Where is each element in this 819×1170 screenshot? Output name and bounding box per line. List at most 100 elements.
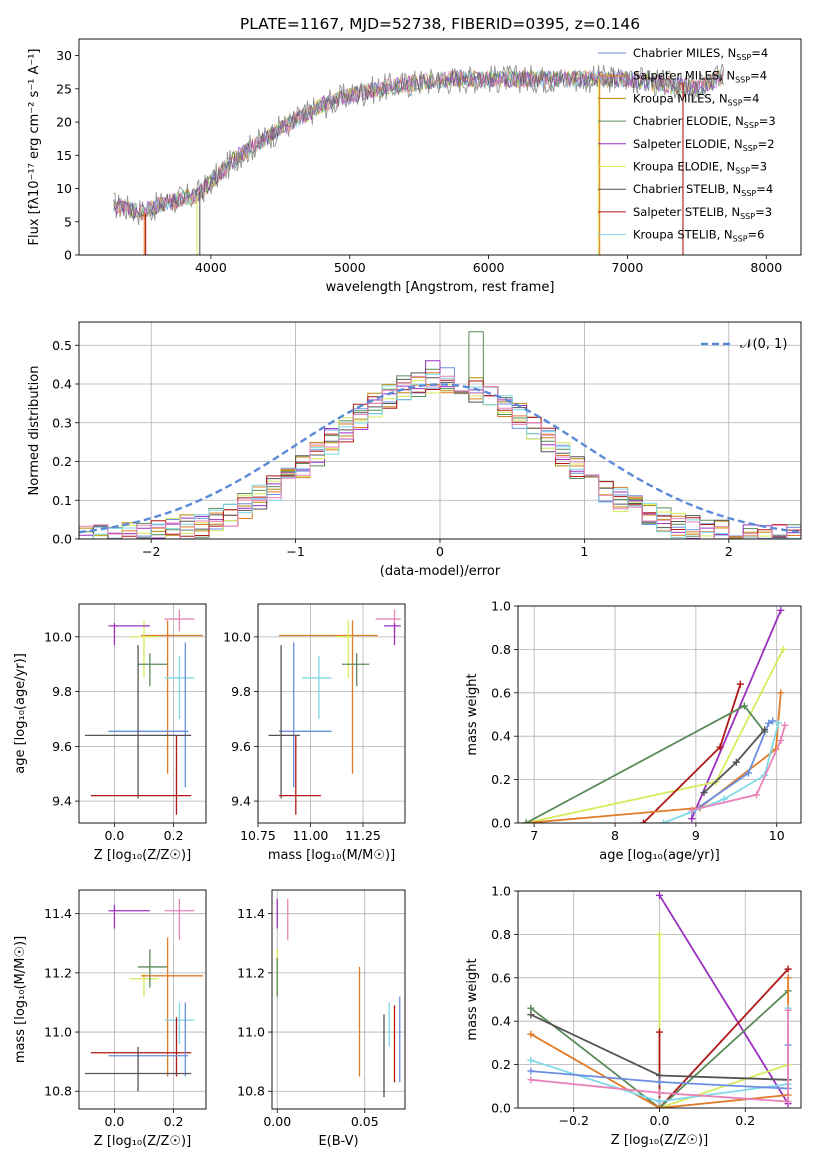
weight-marker: [656, 1097, 663, 1105]
residual-histograms: [79, 331, 801, 539]
weight-marker: [656, 1028, 663, 1036]
spectrum-xtick-label: 4000: [195, 260, 227, 275]
age-Z-ytick-label: 9.4: [52, 794, 72, 809]
residuals-xtick-label: 0: [436, 544, 444, 559]
weight-Z-ytick-label: 0.2: [491, 1057, 511, 1072]
legend-entry-sub: SSP: [735, 167, 750, 176]
spectrum-traces: [113, 63, 724, 255]
weight-marker: [777, 606, 785, 614]
weight-age-ytick-label: 0.2: [491, 772, 511, 787]
weight-Z-ytick-label: 0.0: [491, 1101, 511, 1116]
weight-marker: [784, 1097, 792, 1105]
weight-marker: [716, 743, 724, 751]
age-Z-frame: [78, 603, 207, 824]
weight-marker: [688, 815, 696, 823]
weight-age-xtick-label: 8: [611, 828, 619, 843]
residuals-ytick-label: 0.2: [52, 454, 72, 469]
weight-marker: [700, 789, 708, 797]
spectrum-ytick-label: 25: [56, 81, 72, 96]
weight-marker: [660, 819, 668, 823]
weight-age-ytick-label: 1.0: [491, 599, 511, 614]
mass-Z-ylabel: mass [log₁₀(M/M☉)]: [13, 936, 28, 1063]
weight-age-xtick-label: 10: [769, 828, 785, 843]
legend-entry: Chabrier STELIB, NSSP=4: [633, 182, 773, 198]
weight-marker: [522, 819, 530, 823]
histogram-steps: [79, 375, 801, 539]
weight-age-lines: [522, 606, 789, 823]
weight-line: [691, 720, 774, 813]
weight-Z-xtick-label: −0.2: [559, 1113, 589, 1128]
weight-marker: [656, 1078, 663, 1086]
residuals-xlabel: (data-model)/error: [380, 564, 501, 579]
weight-line: [658, 968, 789, 1108]
weight-marker: [765, 719, 773, 727]
weight-Z-ylabel: mass weight: [465, 958, 480, 1040]
weight-marker: [527, 1030, 535, 1038]
weight-marker: [527, 1011, 535, 1019]
weight-marker: [744, 769, 752, 777]
spectrum-ylabel: Flux [fλ10⁻¹⁷ erg cm⁻² s⁻¹ A⁻¹]: [27, 49, 42, 246]
weight-Z-ytick-label: 0.4: [491, 1014, 511, 1029]
legend-entry: Chabrier MILES, NSSP=4: [633, 46, 768, 62]
weight-age-ytick-label: 0.6: [491, 685, 511, 700]
legend-entry-sub: SSP: [740, 212, 755, 221]
legend-entry: Salpeter STELIB, NSSP=3: [633, 205, 772, 221]
mass-ebv-xlabel: E(B-V): [318, 1134, 358, 1149]
residuals-ytick-label: 0.3: [52, 415, 72, 430]
mass-ebv-ytick-label: 11.2: [237, 965, 265, 980]
weight-Z-xlabel: Z [log₁₀(Z/Z☉)]: [611, 1133, 708, 1148]
weight-marker: [656, 1089, 663, 1097]
residuals-frame: [78, 321, 802, 540]
age-Z-errorbars: [84, 609, 204, 815]
mass-ebv-xtick-label: 0.05: [351, 1114, 379, 1129]
legend-entry-sub: SSP: [735, 76, 750, 85]
legend-entry-sub: SSP: [743, 144, 758, 153]
legend-entry: Kroupa STELIB, NSSP=6: [633, 228, 764, 244]
legend-entry-n: =4: [751, 46, 768, 60]
mass-Z-ytick-label: 10.8: [44, 1084, 72, 1099]
residuals-xtick-label: −2: [142, 544, 160, 559]
weight-marker: [527, 1056, 535, 1064]
weight-marker: [527, 1004, 535, 1012]
weight-marker: [720, 795, 728, 803]
legend-entry-sub: SSP: [736, 53, 751, 62]
residuals-ytick-label: 0.0: [52, 532, 72, 547]
legend-entry-n: =6: [748, 228, 765, 242]
weight-age-ytick-label: 0.4: [491, 729, 511, 744]
weight-Z-ytick-label: 0.8: [491, 927, 511, 942]
age-mass-xlabel: mass [log₁₀(M/M☉)]: [268, 848, 395, 863]
weight-marker: [527, 1076, 535, 1084]
residuals-ytick-label: 0.4: [52, 377, 72, 392]
legend-entry-sub: SSP: [741, 189, 756, 198]
mass-Z-frame: [78, 889, 207, 1110]
legend-entry-n: =4: [756, 182, 773, 196]
spectrum-axes: 4000 5000 6000 7000 8000 0 5 10 15 20 25 30 waveleng…: [27, 48, 782, 295]
age-mass-axes: 10.75 11.00 11.25 9.4 9.6 9.8 10.0 mass [log₁₀(…: [223, 604, 405, 863]
residuals-xtick-label: −1: [286, 544, 304, 559]
weight-age-ylabel: mass weight: [465, 673, 480, 755]
weight-marker: [784, 965, 792, 973]
mass-ebv-ytick-label: 11.0: [237, 1025, 265, 1040]
legend-entry-n: =3: [750, 160, 767, 174]
spectrum-ytick-label: 10: [56, 181, 72, 196]
mass-ebv-ytick-label: 11.4: [237, 906, 265, 921]
weight-marker: [781, 721, 789, 729]
weight-age-frame: [517, 605, 802, 824]
gaussian-curve: [79, 383, 801, 534]
spectrum-ytick-label: 5: [64, 214, 72, 229]
weight-line: [530, 990, 789, 1108]
spectrum-ytick-label: 30: [56, 48, 72, 63]
age-Z-ytick-label: 9.8: [52, 684, 72, 699]
weight-marker: [740, 702, 748, 710]
residuals-xtick-label: 1: [580, 544, 588, 559]
weight-line: [663, 722, 780, 823]
histogram-steps: [79, 331, 801, 539]
weight-marker: [688, 806, 696, 814]
weight-Z-ytick-label: 0.6: [491, 970, 511, 985]
mass-ebv-axes: 0.00 0.05 10.8 11.0 11.2 11.4 E(B-V): [237, 890, 405, 1149]
legend-entry: Salpeter MILES, NSSP=4: [633, 69, 767, 85]
weight-marker: [753, 791, 761, 799]
age-Z-ytick-label: 10.0: [44, 629, 72, 644]
